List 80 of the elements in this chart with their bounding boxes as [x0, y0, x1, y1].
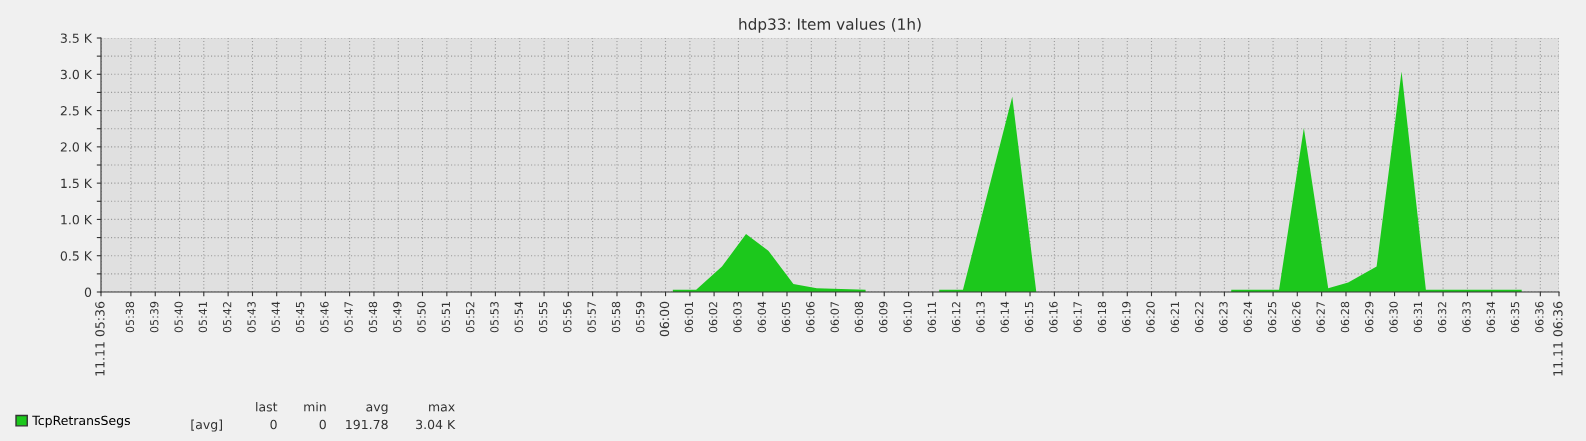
x-tick-label: 06:35 [1510, 302, 1520, 333]
x-tick-label: 06:24 [1243, 301, 1252, 333]
x-tick-label: 05:51 [441, 302, 451, 333]
x-tick-label: 06:09 [879, 301, 888, 333]
x-tick-label: 06:07 [830, 301, 839, 333]
x-tick-label: 06:15 [1024, 302, 1034, 333]
x-tick-label: 05:46 [320, 301, 329, 333]
x-tick-label: 06:18 [1097, 301, 1107, 333]
x-tick-label: 05:56 [563, 301, 572, 333]
y-tick-label: 0.5 K [60, 251, 93, 261]
x-tick-label: 05:50 [417, 301, 426, 333]
x-tick-label: 06:04 [757, 301, 767, 333]
x-tick-label: 06:12 [951, 302, 961, 333]
y-tick-label: 2.0 K [60, 142, 93, 152]
x-tick-label: 05:39 [150, 301, 159, 333]
x-tick-label: 06:00 [659, 301, 670, 337]
y-tick-label: 3.5 K [60, 33, 93, 43]
text: [avg] [191, 419, 222, 432]
x-tick-label: 05:52 [466, 302, 475, 333]
x-tick-label: 06:21 [1170, 302, 1180, 333]
text: max [429, 404, 455, 412]
x-tick-label: 06:33 [1462, 301, 1471, 333]
x-tick-label: 06:26 [1292, 301, 1301, 333]
legend-label: TcpRetransSegs [32, 415, 130, 428]
x-tick-label: 06:06 [806, 301, 815, 333]
x-tick-label: 06:25 [1267, 302, 1277, 333]
y-tick-label: 1.0 K [61, 214, 93, 225]
chart-title: hdp33: Item values (1h) [739, 18, 921, 33]
x-tick-label: 06:13 [976, 301, 985, 333]
x-tick-label: 06:02 [708, 302, 718, 333]
x-tick-label: 06:16 [1049, 301, 1058, 333]
x-tick-label: 05:48 [368, 301, 378, 333]
y-tick-label: 3.0 K [60, 69, 93, 80]
x-tick-label: 06:20 [1146, 301, 1155, 333]
x-tick-label: 06:11 [927, 302, 937, 333]
x-tick-label: 06:19 [1122, 301, 1131, 333]
x-tick-label: 06:23 [1219, 301, 1228, 333]
x-tick-label: 11.11 06:36 [1553, 301, 1563, 376]
x-tick-label: 05:59 [636, 301, 645, 333]
x-tick-label: 06:03 [733, 301, 742, 333]
x-tick-label: 05:44 [271, 301, 280, 333]
x-tick-label: 05:49 [393, 301, 402, 333]
x-tick-label: 06:27 [1316, 301, 1325, 333]
y-tick-label: 2.5 K [60, 106, 93, 116]
text: 191.78 [346, 419, 388, 430]
x-tick-label: 05:57 [587, 301, 596, 333]
x-tick-label: 06:01 [684, 302, 694, 333]
x-tick-label: 06:22 [1195, 302, 1204, 333]
x-tick-label: 05:54 [514, 301, 523, 333]
x-tick-label: 05:41 [198, 302, 208, 333]
x-tick-label: 06:34 [1486, 301, 1496, 333]
y-tick-label: 0 [84, 287, 92, 297]
x-tick-label: 05:55 [538, 302, 548, 333]
text: 0 [319, 419, 326, 430]
x-tick-label: 05:58 [611, 301, 621, 333]
x-tick-label: 05:38 [125, 301, 135, 333]
text: 3.04 K [416, 419, 456, 430]
x-tick-label: 05:45 [295, 302, 305, 333]
x-tick-label: 06:08 [854, 301, 864, 333]
x-tick-label: 05:47 [344, 301, 353, 333]
x-tick-label: 05:42 [222, 302, 232, 333]
x-tick-label: 06:14 [1000, 301, 1009, 333]
x-tick-label: 05:43 [247, 301, 256, 333]
x-tick-label: 06:30 [1389, 301, 1398, 333]
x-tick-label: 11.11 05:36 [95, 301, 105, 376]
x-tick-label: 06:31 [1413, 302, 1423, 333]
text: 0 [270, 419, 277, 430]
x-tick-label: 05:40 [174, 301, 183, 333]
x-tick-label: 06:28 [1340, 301, 1350, 333]
x-tick-label: 06:10 [903, 301, 912, 333]
x-tick-label: 05:53 [490, 301, 499, 333]
y-tick-label: 1.5 K [61, 178, 93, 189]
x-tick-label: 06:29 [1365, 301, 1374, 333]
text: avg [366, 404, 388, 414]
text: min [304, 401, 326, 412]
x-tick-label: 06:17 [1073, 301, 1082, 333]
text: last [256, 401, 278, 412]
x-tick-label: 06:36 [1535, 301, 1544, 333]
x-tick-label: 06:32 [1437, 302, 1447, 333]
x-tick-label: 06:05 [781, 302, 791, 333]
